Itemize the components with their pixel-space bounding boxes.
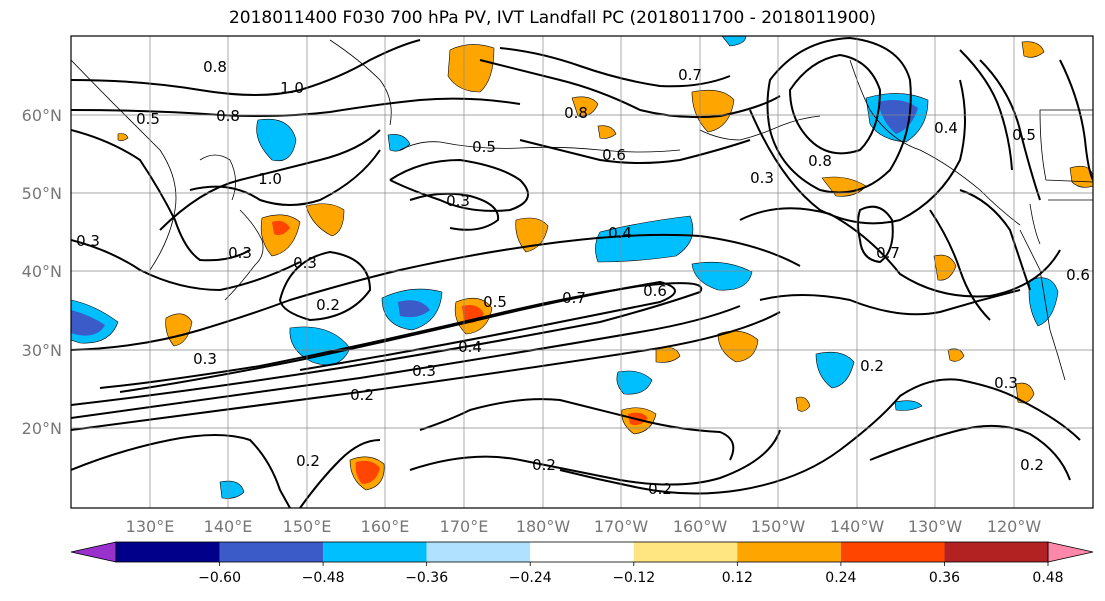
lon-label: 170°W [594, 517, 649, 536]
colorbar-tick-label: 0.12 [722, 570, 753, 586]
contour-label: 0.7 [678, 66, 702, 84]
lon-label: 150°W [751, 517, 806, 536]
contour-label: 0.7 [562, 289, 586, 307]
contour-label: 0.8 [203, 58, 227, 76]
colorbar-extend-min [70, 541, 117, 563]
colorbar-segment [737, 542, 841, 562]
lon-label: 150°E [283, 517, 332, 536]
colorbar-tick-label: 0.48 [1032, 570, 1063, 586]
contour-label: 0.3 [76, 232, 100, 250]
contour-label: 0.2 [296, 452, 320, 470]
map-frame [70, 35, 1094, 509]
colorbar-segment [530, 542, 634, 562]
contour-label: 0.3 [193, 350, 217, 368]
contour-label: 0.3 [750, 169, 774, 187]
lat-label: 20°N [22, 419, 62, 438]
latitude-labels: 60°N 50°N 40°N 30°N 20°N [22, 106, 62, 438]
lon-label: 180°W [516, 517, 571, 536]
longitude-labels: 130°E 140°E 150°E 160°E 170°E 180°W 170°… [126, 517, 1042, 536]
colorbar-segment [426, 542, 531, 562]
contour-label: 0.8 [216, 107, 240, 125]
contour-label: 0.2 [648, 480, 672, 498]
contour-label: 0.5 [472, 138, 496, 156]
lat-label: 60°N [22, 106, 62, 125]
colorbar-tick-label: −0.36 [405, 570, 448, 586]
contour-label: 0.4 [458, 338, 482, 356]
contour-label: 0.5 [483, 293, 507, 311]
lon-label: 130°W [908, 517, 963, 536]
lon-label: 170°E [440, 517, 489, 536]
contour-label: 0.8 [564, 104, 588, 122]
contour-label: 1.0 [258, 170, 282, 188]
lat-label: 30°N [22, 341, 62, 360]
contour-label: 0.4 [934, 119, 958, 137]
contour-label: 0.3 [446, 192, 470, 210]
contour-label: 0.5 [136, 110, 160, 128]
colorbar-tick-label: −0.48 [302, 570, 345, 586]
lon-label: 140°W [830, 517, 885, 536]
contour-label: 0.2 [532, 456, 556, 474]
colorbar-segment [633, 542, 738, 562]
lon-label: 140°E [204, 517, 253, 536]
colorbar-segment [944, 542, 1048, 562]
contour-label: 1.0 [280, 79, 304, 97]
colorbar-segment [219, 542, 324, 562]
colorbar-tick-label: 0.24 [825, 570, 856, 586]
contour-label: 0.4 [608, 224, 632, 242]
lon-label: 160°E [361, 517, 410, 536]
graticule [71, 36, 1093, 508]
map-title: 2018011400 F030 700 hPa PV, IVT Landfall… [228, 8, 876, 28]
contour-label: 0.3 [994, 374, 1018, 392]
lat-label: 50°N [22, 184, 62, 203]
contour-label: 0.2 [350, 386, 374, 404]
colorbar-tick-label: −0.24 [509, 570, 552, 586]
contour-label: 0.2 [316, 296, 340, 314]
lon-label: 120°W [987, 517, 1042, 536]
contour-label: 0.6 [602, 146, 626, 164]
colorbar-segment [840, 542, 945, 562]
contour-label: 0.6 [1066, 266, 1090, 284]
colorbar-tick-label: 0.36 [929, 570, 960, 586]
colorbar-tick-label: −0.60 [198, 570, 241, 586]
contour-label: 0.2 [860, 357, 884, 375]
contour-label: 0.6 [643, 282, 667, 300]
lon-label: 160°W [673, 517, 728, 536]
colorbar: −0.60 −0.48 −0.36 −0.24 −0.12 0.12 0.24 0.36 0.4… [70, 541, 1094, 586]
contour-label: 0.8 [808, 152, 832, 170]
contour-label: 0.3 [412, 362, 436, 380]
contour-label: 0.3 [293, 254, 317, 272]
contour-labels: 0.8 1.0 0.8 0.5 1.0 0.3 0.3 0.3 0.2 0.3 … [76, 58, 1090, 498]
contour-label: 0.2 [1020, 456, 1044, 474]
colorbar-extend-max [1047, 541, 1094, 563]
contour-label: 0.3 [228, 244, 252, 262]
lon-label: 130°E [126, 517, 175, 536]
colorbar-tick-label: −0.12 [612, 570, 655, 586]
lat-label: 40°N [22, 262, 62, 281]
contour-label: 0.7 [876, 244, 900, 262]
colorbar-segment [323, 542, 427, 562]
negative-pv-shading [71, 36, 1059, 499]
positive-pv-shading [117, 41, 1093, 491]
colorbar-outline [115, 541, 1049, 563]
contour-label: 0.5 [1012, 126, 1036, 144]
colorbar-segment [116, 542, 220, 562]
